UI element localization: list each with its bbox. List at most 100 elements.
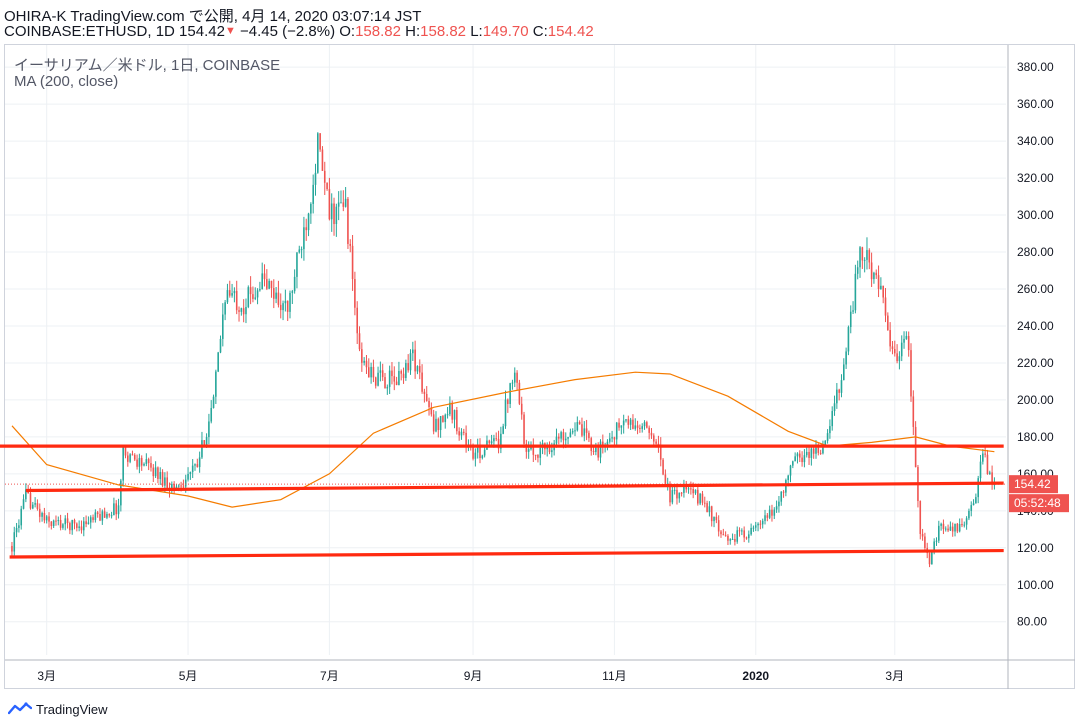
- y-tick-label: 300.00: [1017, 208, 1054, 222]
- candle-body: [497, 438, 500, 449]
- candle-body: [314, 172, 317, 185]
- candle-body: [655, 441, 657, 444]
- candle-body: [351, 245, 354, 280]
- indicator-label[interactable]: MA (200, close): [14, 73, 119, 90]
- candle-body: [576, 422, 579, 431]
- candle-body: [527, 449, 530, 452]
- candle-body: [687, 488, 690, 490]
- x-tick-label: 7月: [320, 669, 339, 683]
- candle-body: [143, 463, 145, 466]
- candle-body: [650, 432, 653, 436]
- candle-body: [416, 366, 419, 372]
- candle-body: [166, 477, 168, 488]
- candle-body: [734, 538, 736, 542]
- candle-body: [982, 453, 984, 462]
- candle-body: [266, 279, 268, 289]
- candle-body: [18, 525, 20, 528]
- candle-body: [55, 520, 57, 522]
- candle-body: [935, 540, 938, 542]
- candle-body: [701, 493, 704, 503]
- last-price: 154.42: [179, 23, 225, 40]
- candle-body: [889, 330, 891, 347]
- candle-body: [729, 539, 732, 541]
- candle-body: [472, 446, 474, 459]
- candle-body: [379, 370, 382, 373]
- x-tick-label: 5月: [179, 669, 198, 683]
- candle-body: [435, 418, 437, 432]
- candle-body: [439, 416, 442, 431]
- candle-body: [910, 350, 912, 397]
- candle-body: [150, 463, 152, 468]
- candle-body: [272, 288, 275, 299]
- candle-body: [235, 290, 238, 311]
- candle-body: [391, 370, 393, 377]
- candle-body: [921, 533, 924, 537]
- candle-body: [829, 426, 831, 434]
- candle-body: [856, 267, 859, 274]
- candle-body: [942, 523, 945, 530]
- footer-brand: TradingView: [36, 701, 108, 717]
- candle-body: [282, 303, 284, 311]
- candle-body: [217, 352, 219, 372]
- candle-body: [597, 447, 599, 458]
- candle-body: [48, 516, 50, 522]
- candle-body: [231, 293, 233, 296]
- candle-body: [697, 489, 699, 504]
- candle-body: [395, 381, 398, 386]
- candle-body: [173, 483, 175, 489]
- candle-body: [85, 521, 87, 525]
- candle-body: [43, 512, 46, 521]
- candle-body: [340, 202, 342, 204]
- support-resistance-line: [9, 548, 1004, 559]
- candle-body: [715, 516, 718, 521]
- candle-body: [516, 372, 518, 383]
- candle-body: [384, 377, 386, 389]
- candle-body: [254, 297, 257, 299]
- candle-body: [203, 440, 206, 447]
- candle-body: [59, 520, 62, 528]
- y-tick-label: 280.00: [1017, 245, 1054, 259]
- candle-body: [71, 519, 73, 531]
- candle-body: [824, 440, 827, 445]
- y-tick-label: 260.00: [1017, 282, 1054, 296]
- candle-body: [456, 410, 458, 432]
- candle-body: [801, 457, 803, 463]
- candle-body: [836, 389, 838, 404]
- candle-body: [129, 454, 131, 462]
- candle-body: [931, 551, 933, 565]
- candle-body: [599, 441, 602, 458]
- candle-body: [611, 437, 613, 439]
- candle-body: [425, 393, 428, 401]
- candle-body: [743, 530, 745, 538]
- candle-body: [449, 402, 451, 415]
- candle-body: [768, 509, 771, 518]
- candle-body: [713, 516, 715, 522]
- candle-body: [110, 515, 113, 517]
- candle-body: [875, 272, 878, 276]
- candle-body: [259, 289, 261, 291]
- y-tick-label: 320.00: [1017, 171, 1054, 185]
- support-resistance-line: [25, 481, 1004, 493]
- candle-body: [944, 528, 947, 530]
- candle-body: [41, 512, 43, 517]
- candle-body: [490, 441, 493, 444]
- candle-body: [177, 485, 180, 487]
- candle-body: [618, 422, 620, 428]
- candle-body: [488, 440, 491, 444]
- candle-body: [717, 520, 720, 532]
- ohlc-header: COINBASE:ETHUSD, 1D 154.42▼ −4.45 (−2.8%…: [4, 23, 594, 40]
- candle-body: [279, 304, 282, 311]
- candle-body: [708, 506, 711, 513]
- candle-body: [905, 335, 908, 339]
- candle-body: [108, 514, 111, 516]
- candle-body: [182, 485, 185, 487]
- candle-body: [481, 455, 484, 459]
- candle-body: [388, 370, 391, 387]
- candle-body: [954, 523, 956, 532]
- candle-body: [245, 307, 247, 315]
- candle-body: [988, 472, 991, 475]
- candle-body: [817, 447, 820, 453]
- candle-body: [474, 452, 477, 459]
- candle-body: [113, 503, 115, 516]
